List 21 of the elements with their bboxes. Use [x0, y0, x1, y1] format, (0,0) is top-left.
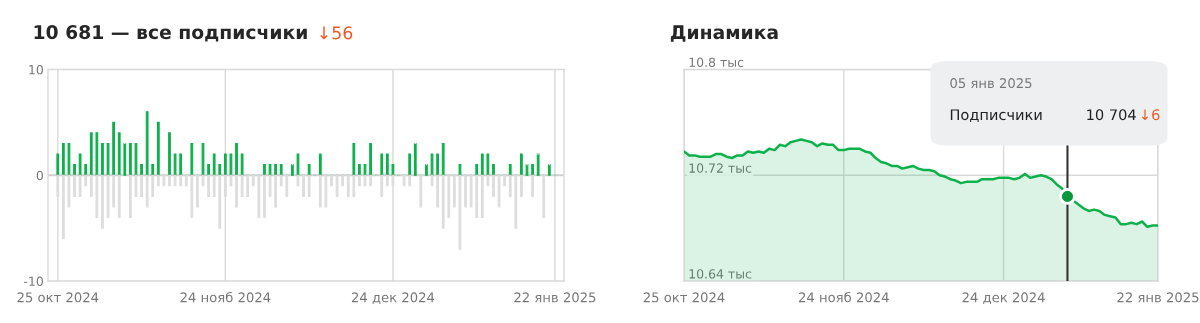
- chart-title: Динамика: [670, 25, 778, 42]
- x-tick-label: 24 дек 2024: [351, 292, 435, 304]
- annotation: ↓6: [1141, 109, 1160, 121]
- x-tick-label: 25 окт 2024: [17, 292, 99, 303]
- x-tick-label: 24 дек 2024: [962, 292, 1045, 304]
- y-tick-label: 10.72 тыс: [689, 163, 752, 173]
- x-tick-label: 24 нояб 2024: [180, 291, 271, 303]
- x-tick-label: 22 янв 2025: [514, 292, 596, 303]
- y-tick-label: 10.64 тыс: [689, 269, 752, 279]
- chart-subtitle: ↓56: [320, 26, 353, 40]
- chart-title: 10 681 — все подписчики: [34, 24, 307, 42]
- y-tick-label: 10: [29, 64, 43, 75]
- annotation: 05 янв 2025: [950, 78, 1032, 89]
- y-tick-label: -10: [24, 276, 43, 286]
- x-tick-label: 24 нояб 2024: [798, 291, 889, 303]
- y-tick-label: 0: [36, 170, 43, 181]
- annotation: 10 704: [1087, 109, 1136, 121]
- x-tick-label: 22 янв 2025: [1117, 292, 1199, 303]
- annotation: Подписчики: [950, 109, 1042, 123]
- y-tick-label: 10.8 тыс: [689, 57, 744, 68]
- x-tick-label: 25 окт 2024: [643, 292, 725, 303]
